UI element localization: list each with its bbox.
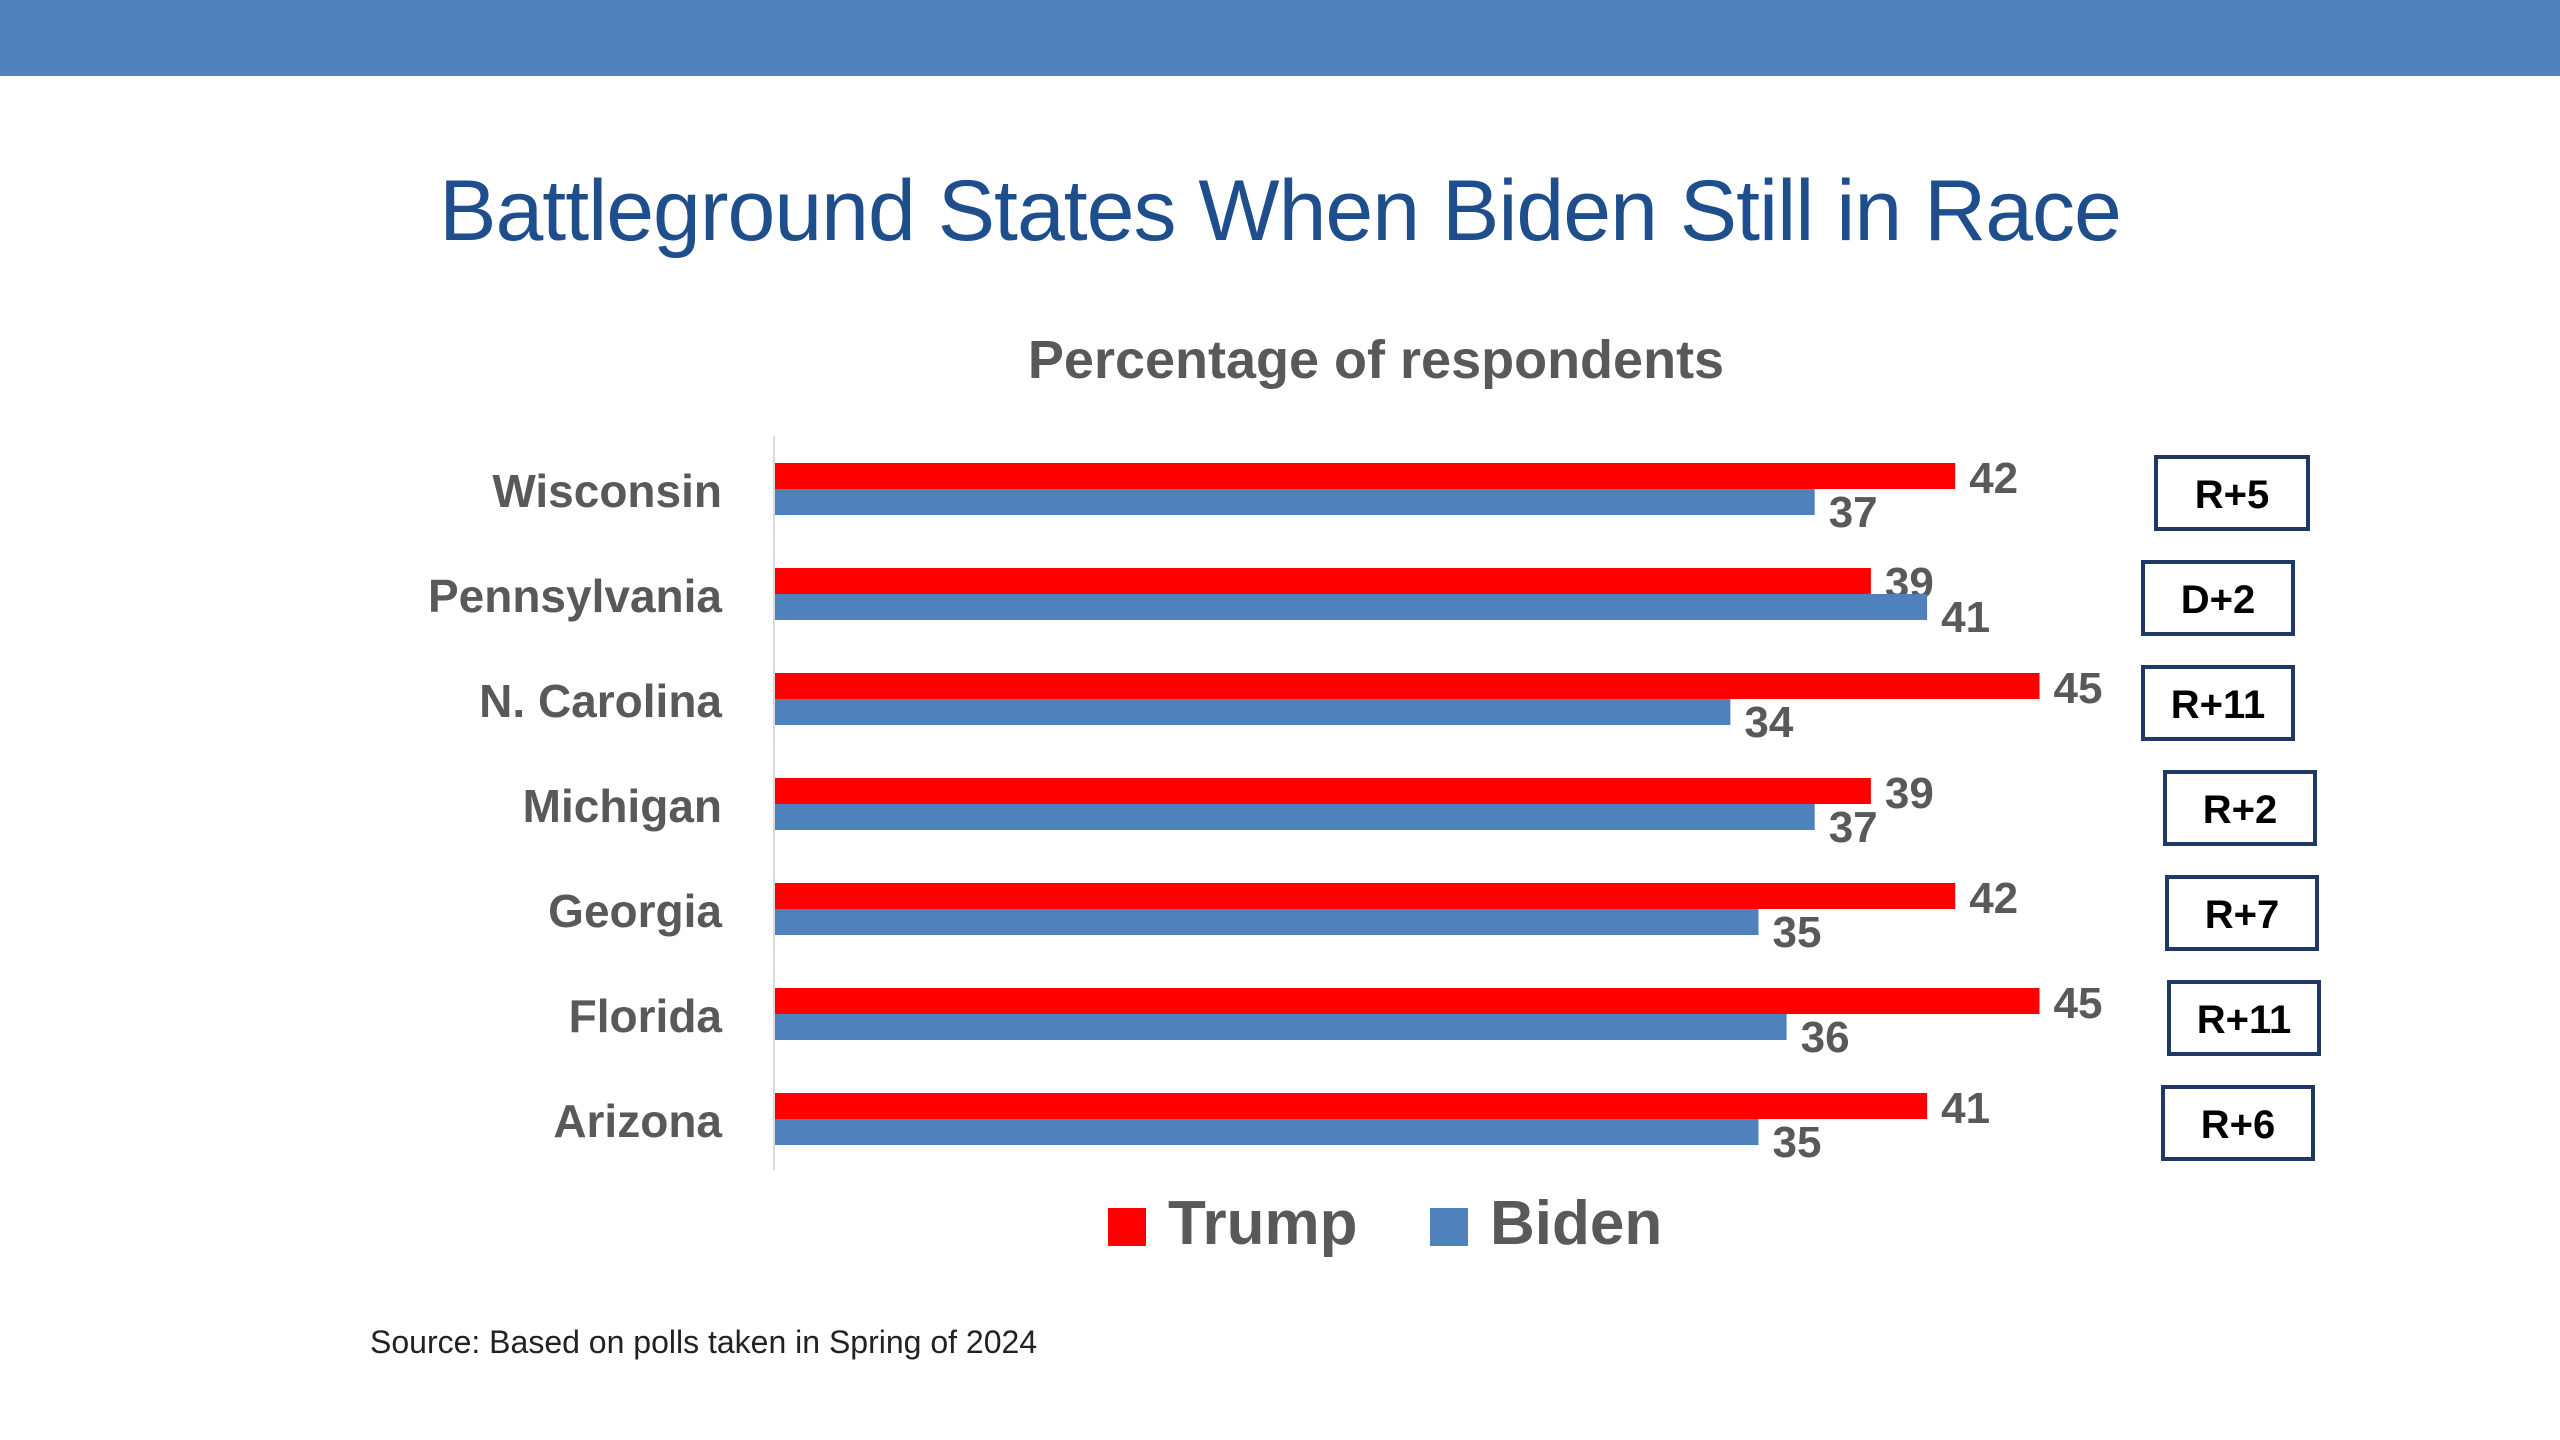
legend: Trump Biden	[1108, 1189, 1662, 1258]
bar-trump-pennsylvania	[775, 568, 1871, 594]
category-label-pennsylvania: Pennsylvania	[428, 570, 722, 622]
bar-biden-n-carolina	[775, 699, 1731, 725]
data-label-biden-wisconsin: 37	[1829, 488, 1878, 537]
legend-label-biden: Biden	[1490, 1189, 1662, 1258]
bar-trump-n-carolina	[775, 673, 2040, 699]
chart-title: Percentage of respondents	[1028, 330, 1724, 390]
category-label-n-carolina: N. Carolina	[479, 675, 722, 727]
data-label-biden-florida: 36	[1801, 1013, 1850, 1062]
margin-box-wisconsin	[2154, 455, 2310, 531]
margin-box-florida	[2167, 980, 2321, 1056]
bars-layer: Wisconsin 42 37 R+5 Pennsylvania 39 41 D+2 N. Ca…	[428, 454, 2321, 1167]
margin-label-michigan: R+2	[2203, 788, 2278, 832]
bar-trump-florida	[775, 988, 2040, 1014]
data-label-biden-arizona: 35	[1773, 1118, 1822, 1167]
data-label-biden-pennsylvania: 41	[1941, 593, 1990, 642]
bar-biden-georgia	[775, 909, 1759, 935]
bar-trump-arizona	[775, 1093, 1928, 1119]
bar-trump-georgia	[775, 883, 1956, 909]
bar-trump-wisconsin	[775, 463, 1956, 489]
category-label-georgia: Georgia	[548, 885, 722, 937]
legend-swatch-trump	[1108, 1208, 1146, 1246]
margin-box-pennsylvania	[2141, 560, 2295, 636]
margin-label-n-carolina: R+11	[2171, 683, 2266, 727]
data-label-trump-n-carolina: 45	[2054, 664, 2103, 713]
legend-label-trump: Trump	[1168, 1189, 1357, 1258]
slide-title: Battleground States When Biden Still in …	[439, 163, 2122, 259]
bar-biden-florida	[775, 1014, 1787, 1040]
data-label-biden-n-carolina: 34	[1744, 698, 1793, 747]
bar-biden-arizona	[775, 1119, 1759, 1145]
bar-biden-pennsylvania	[775, 594, 1928, 620]
margin-label-florida: R+11	[2197, 998, 2292, 1042]
margin-box-michigan	[2163, 770, 2317, 846]
category-label-michigan: Michigan	[523, 780, 722, 832]
data-label-biden-georgia: 35	[1773, 908, 1822, 957]
data-label-trump-florida: 45	[2054, 979, 2103, 1028]
margin-box-n-carolina	[2141, 665, 2295, 741]
category-label-arizona: Arizona	[553, 1095, 722, 1147]
data-label-trump-michigan: 39	[1885, 769, 1934, 818]
margin-label-georgia: R+7	[2205, 893, 2280, 937]
data-label-trump-wisconsin: 42	[1969, 454, 2018, 503]
data-label-biden-michigan: 37	[1829, 803, 1878, 852]
data-label-trump-georgia: 42	[1969, 874, 2018, 923]
source-note: Source: Based on polls taken in Spring o…	[370, 1324, 1038, 1360]
category-label-wisconsin: Wisconsin	[492, 465, 722, 517]
data-label-trump-arizona: 41	[1941, 1084, 1990, 1133]
legend-swatch-biden	[1430, 1208, 1468, 1246]
margin-label-wisconsin: R+5	[2195, 473, 2270, 517]
margin-label-pennsylvania: D+2	[2181, 578, 2256, 622]
category-label-florida: Florida	[569, 990, 723, 1042]
margin-box-arizona	[2161, 1085, 2315, 1161]
margin-box-georgia	[2165, 875, 2319, 951]
bar-biden-michigan	[775, 804, 1815, 830]
bar-trump-michigan	[775, 778, 1871, 804]
margin-label-arizona: R+6	[2201, 1103, 2276, 1147]
top-banner	[0, 0, 2560, 76]
bar-biden-wisconsin	[775, 489, 1815, 515]
